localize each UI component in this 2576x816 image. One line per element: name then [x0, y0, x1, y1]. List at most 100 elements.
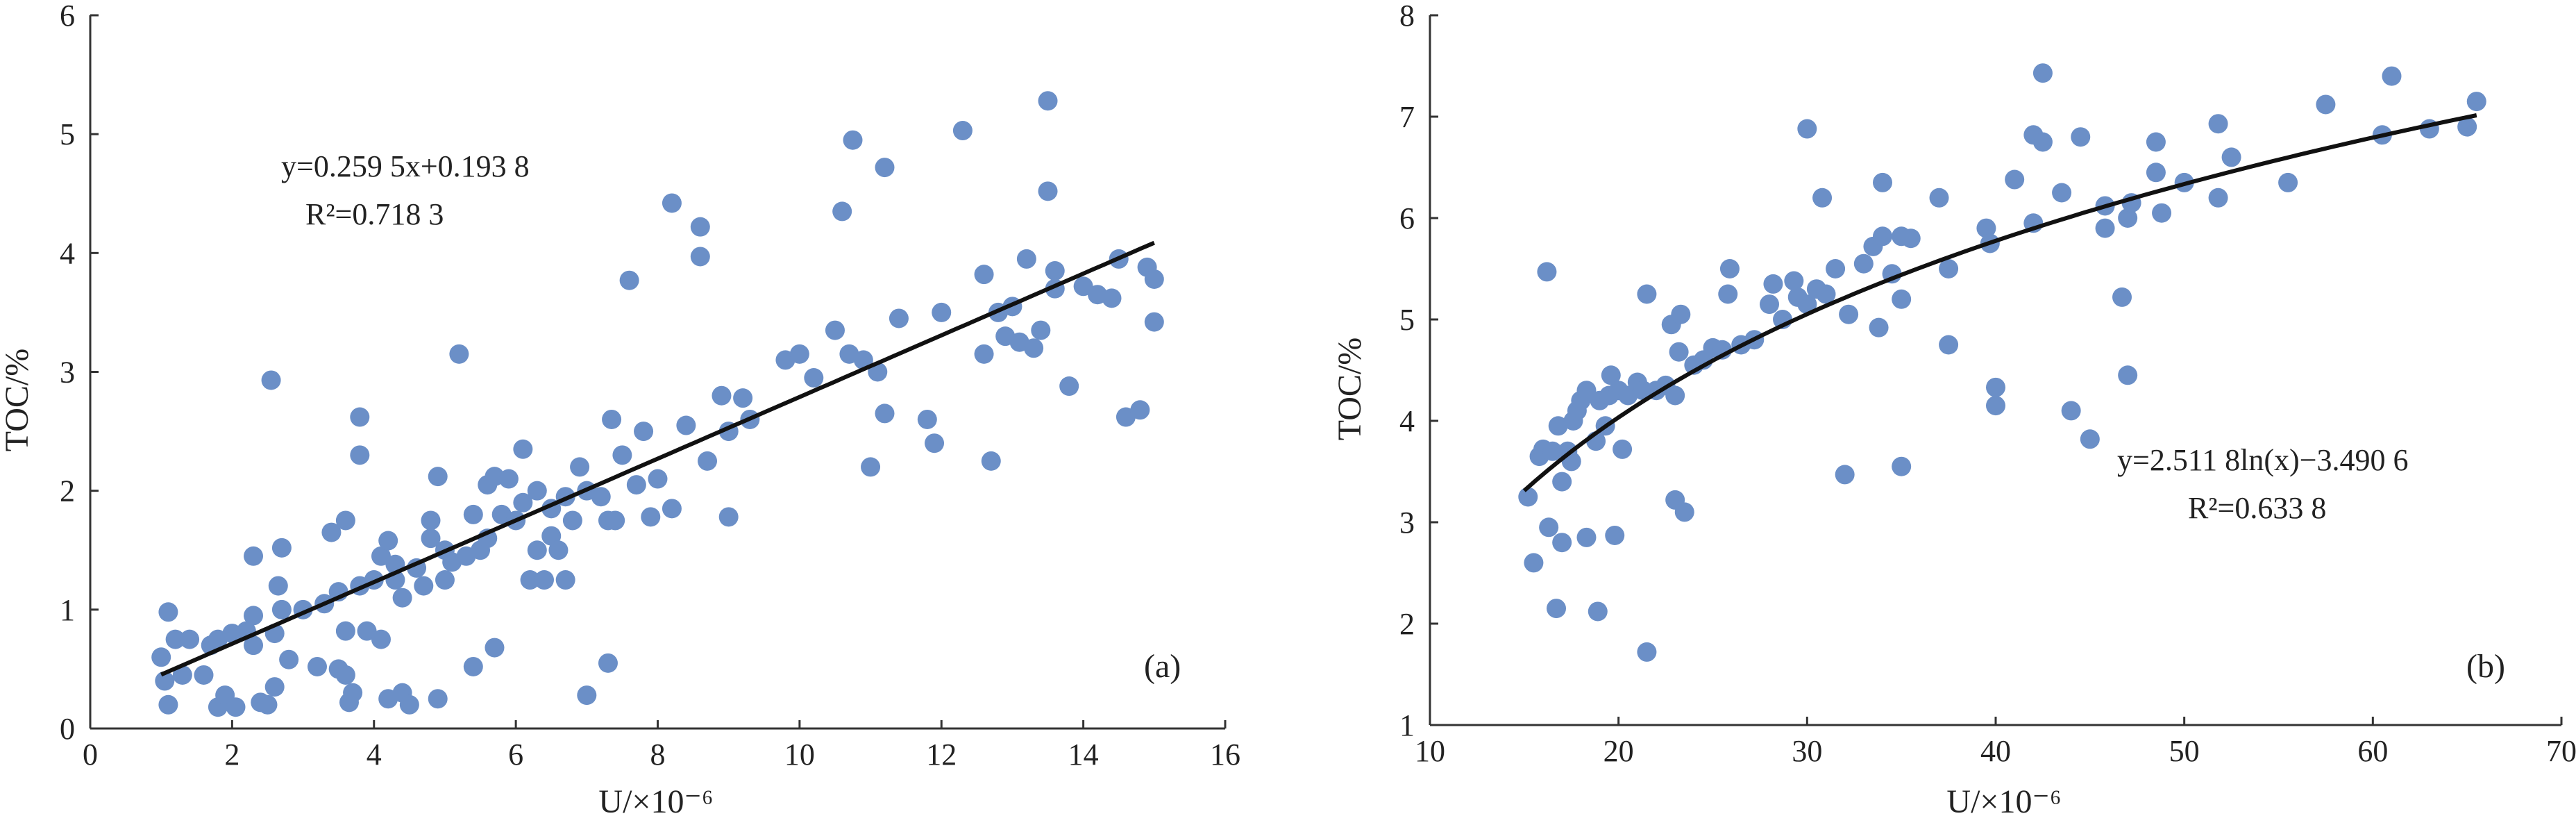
chart-a-data-point — [378, 531, 398, 551]
chart-a-y-tick-label: 4 — [60, 236, 75, 270]
chart-a-y-tick-label: 2 — [60, 474, 75, 508]
chart-a-data-point — [577, 685, 597, 706]
chart-b-r-squared: R²=0.633 8 — [2188, 491, 2326, 525]
chart-a-data-point — [527, 540, 547, 560]
chart-b-data-point — [1524, 553, 1544, 573]
chart-a-data-point — [1073, 276, 1093, 297]
chart-a-data-point — [158, 602, 178, 622]
chart-a-data-point — [690, 247, 710, 267]
chart-a-data-point — [634, 422, 654, 442]
chart-b-data-point — [1812, 188, 1833, 208]
chart-a-data-point — [180, 629, 200, 649]
chart-a-data-point — [350, 445, 370, 465]
chart-a-data-point — [414, 576, 434, 596]
chart-a-data-point — [548, 540, 569, 560]
chart-b-data-point — [2032, 63, 2053, 83]
chart-b-data-point — [2146, 163, 2166, 183]
chart-a-y-tick-label: 5 — [60, 117, 75, 151]
chart-b-data-point — [1576, 381, 1597, 401]
chart-a-data-point — [534, 570, 554, 590]
chart-b-data-point — [2118, 208, 2138, 228]
chart-a-data-point — [392, 588, 412, 608]
chart-a-data-point — [513, 439, 533, 459]
chart-a-data-point — [825, 320, 845, 340]
chart-panel-b: y=2.511 8ln(x)−3.490 6 R²=0.633 8 (b) U/… — [1331, 0, 2576, 816]
chart-b-data-point — [2457, 117, 2477, 137]
chart-a-data-point — [1144, 269, 1164, 289]
chart-a-data-point — [733, 388, 753, 408]
chart-b-data-point — [1552, 472, 1572, 492]
chart-b-data-point — [1548, 416, 1568, 436]
chart-b-data-point — [1939, 259, 1959, 278]
chart-b-data-point — [1797, 119, 1817, 139]
chart-b-panel-label: (b) — [2466, 648, 2505, 685]
chart-a-data-point — [357, 621, 377, 641]
chart-a-data-point — [1130, 400, 1150, 420]
chart-b-data-point — [2052, 183, 2072, 203]
chart-a-data-point — [463, 656, 483, 676]
chart-a-data-point — [917, 409, 937, 429]
chart-a-data-point — [335, 621, 355, 641]
chart-a-data-point — [555, 570, 575, 590]
chart-b-data-point — [2146, 132, 2166, 152]
chart-a-x-tick-label: 16 — [1210, 738, 1240, 772]
chart-b-data-point — [1637, 642, 1657, 662]
chart-b-data-point — [1797, 294, 1817, 315]
chart-a-data-point — [626, 475, 646, 495]
chart-a-data-point — [421, 510, 441, 531]
chart-b-x-tick-label: 50 — [2169, 734, 2200, 768]
chart-a-data-point — [335, 510, 355, 531]
chart-b-y-tick-label: 5 — [1399, 303, 1415, 337]
chart-a-x-tick-label: 0 — [83, 738, 98, 772]
chart-a-data-point — [194, 665, 214, 685]
chart-b-data-point — [2061, 401, 2081, 421]
chart-b-data-point — [1552, 533, 1572, 553]
chart-a-data-point — [925, 433, 945, 453]
chart-a-data-point — [1031, 320, 1051, 340]
chart-b-data-point — [1869, 317, 1889, 338]
chart-a-data-point — [843, 130, 863, 150]
chart-b-data-point — [2316, 94, 2336, 115]
chart-b-data-point — [1816, 284, 1836, 304]
chart-b-data-point — [1939, 335, 1959, 355]
chart-a-data-point — [226, 697, 246, 717]
chart-b-data-point — [1892, 289, 1912, 309]
chart-a-data-point — [648, 469, 668, 489]
chart-b-x-tick-label: 40 — [1980, 734, 2011, 768]
chart-b-y-tick-label: 7 — [1399, 100, 1415, 134]
chart-a-data-point — [602, 409, 622, 429]
chart-a-data-point — [463, 504, 483, 524]
chart-b-data-point — [1518, 487, 1538, 507]
chart-b-data-point — [1671, 304, 1691, 324]
chart-b-data-point — [2221, 147, 2241, 167]
chart-b-data-point — [1613, 439, 1633, 459]
chart-a-x-tick-label: 14 — [1068, 738, 1099, 772]
chart-b-x-tick-label: 60 — [2357, 734, 2388, 768]
chart-a-x-axis-title: U/×10⁻⁶ — [598, 783, 713, 816]
chart-b-data-point — [1588, 601, 1608, 622]
chart-a-y-tick-label: 0 — [60, 712, 75, 746]
chart-b-data-point — [1763, 274, 1783, 294]
chart-b-y-tick-label: 4 — [1399, 404, 1415, 438]
chart-b-x-tick-label: 20 — [1603, 734, 1634, 768]
chart-a-data-point — [570, 457, 590, 477]
chart-a-x-tick-label: 4 — [367, 738, 382, 772]
chart-b-data-point — [1853, 253, 1874, 274]
chart-a-r-squared: R²=0.718 3 — [305, 197, 444, 231]
chart-a-data-point — [371, 546, 391, 566]
chart-a-data-point — [279, 649, 299, 669]
chart-b-data-point — [1986, 396, 2005, 416]
chart-b-data-point — [2382, 66, 2402, 86]
chart-a-data-point — [1045, 261, 1065, 281]
chart-a-data-point — [321, 522, 342, 542]
chart-b-x-tick-label: 70 — [2546, 734, 2576, 768]
chart-a-data-point — [1024, 338, 1044, 358]
chart-a-trendline — [160, 240, 1155, 677]
chart-b-y-tick-label: 6 — [1399, 201, 1415, 235]
chart-a-data-point — [271, 599, 292, 619]
chart-b-data-point — [1873, 226, 1892, 247]
chart-a-y-tick-label: 6 — [60, 0, 75, 33]
chart-a-data-point — [981, 451, 1001, 471]
chart-a-data-point — [619, 270, 639, 290]
